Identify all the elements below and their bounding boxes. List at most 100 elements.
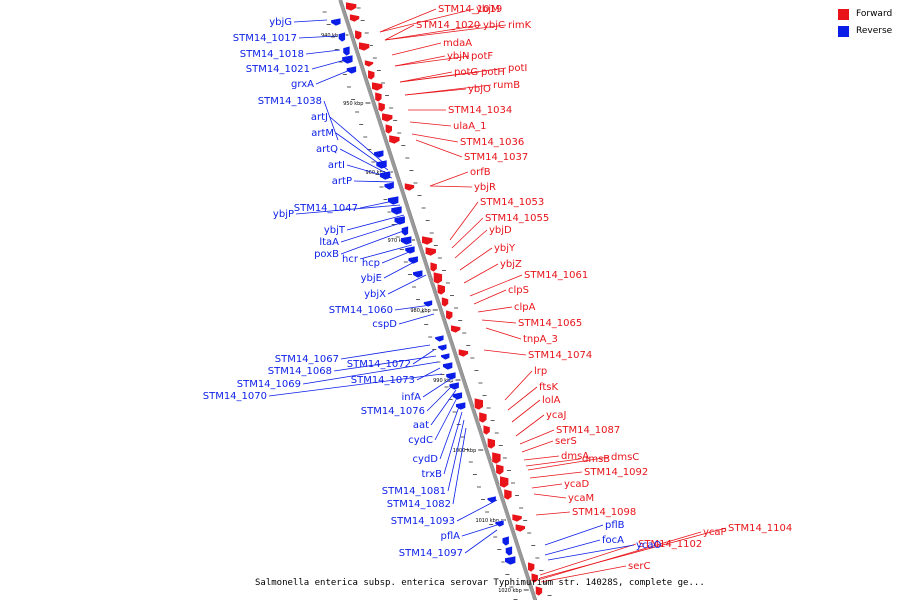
reverse-leader-line	[434, 395, 459, 441]
reverse-gene-label: STM14_1018	[240, 49, 304, 60]
forward-gene-arrow	[424, 246, 437, 257]
forward-gene-arrow	[358, 41, 370, 52]
reverse-gene-label: ybjG	[269, 17, 292, 28]
forward-leader-line	[485, 327, 522, 340]
forward-leader-line	[540, 565, 627, 583]
reverse-gene-label: STM14_1038	[258, 96, 322, 107]
reverse-leader-line	[443, 411, 463, 475]
reverse-gene-label: STM14_1070	[203, 391, 267, 402]
forward-gene-arrow	[364, 59, 374, 68]
forward-leader-line	[521, 440, 554, 453]
legend-forward-label: Forward	[856, 9, 893, 19]
forward-leader-line	[481, 319, 517, 324]
reverse-leader-line	[412, 349, 435, 365]
kbp-tick-label: 1000 kbp	[453, 448, 477, 454]
forward-gene-label: ycaM	[568, 493, 594, 504]
forward-gene-arrow	[433, 271, 443, 285]
kbp-tick-label: 1010 kbp	[475, 518, 499, 524]
forward-leader-line	[504, 370, 533, 401]
forward-gene-arrow	[349, 13, 360, 23]
reverse-leader-line	[456, 499, 498, 522]
kbp-tick-label: 950 kbp	[343, 101, 363, 107]
forward-gene-arrow	[503, 488, 513, 501]
forward-gene-arrow	[421, 235, 434, 246]
reverse-gene-arrow	[387, 195, 400, 206]
forward-leader-line	[409, 121, 452, 127]
reverse-gene-label: infA	[402, 392, 422, 403]
forward-gene-label: ulaA_1	[453, 121, 486, 132]
reverse-leader-line	[547, 544, 635, 561]
reverse-gene-arrow	[400, 235, 413, 246]
reverse-leader-line	[394, 304, 432, 311]
forward-gene-label: STM14_1065	[518, 318, 582, 329]
forward-gene-label: STM14_1020	[416, 20, 480, 31]
forward-gene-arrow	[458, 348, 469, 358]
reverse-leader-line	[353, 180, 395, 183]
reverse-leader-line	[329, 116, 387, 166]
forward-leader-line	[429, 171, 469, 187]
forward-gene-label: ybjY	[494, 243, 516, 254]
forward-gene-arrow	[450, 324, 461, 334]
reverse-gene-label: ybjE	[361, 273, 382, 284]
forward-gene-arrow	[445, 309, 454, 321]
reverse-gene-arrow	[442, 361, 453, 371]
forward-leader-line	[411, 133, 459, 143]
reverse-leader-line	[333, 355, 437, 372]
forward-leader-line	[477, 306, 513, 313]
reverse-gene-label: artQ	[316, 144, 338, 155]
forward-gene-arrow	[377, 101, 386, 113]
forward-gene-label: STM14_1074	[528, 350, 592, 361]
forward-leader-line	[535, 511, 571, 516]
reverse-gene-label: STM14_1068	[268, 366, 332, 377]
reverse-gene-label: cydC	[408, 435, 433, 446]
reverse-gene-label: pflA	[441, 531, 461, 542]
reverse-gene-label: pflB	[605, 520, 625, 531]
forward-leader-line	[391, 42, 442, 56]
reverse-gene-label: poxB	[314, 249, 339, 260]
forward-gene-label: STM14_1037	[464, 152, 528, 163]
forward-gene-arrow	[535, 585, 543, 597]
forward-gene-arrow	[436, 283, 446, 296]
forward-gene-arrow	[384, 123, 393, 135]
forward-gene-label: ybjC	[483, 20, 505, 31]
reverse-gene-arrow	[338, 31, 346, 43]
forward-leader-line	[454, 229, 488, 259]
forward-gene-label: ybjN	[447, 51, 470, 62]
reverse-gene-label: trxB	[421, 469, 442, 480]
reverse-swatch	[838, 25, 849, 37]
reverse-leader-line	[311, 59, 346, 70]
reverse-leader-line	[422, 377, 453, 398]
forward-leader-line	[379, 8, 437, 33]
forward-leader-line	[394, 55, 446, 67]
forward-gene-arrow	[530, 572, 539, 584]
reverse-gene-arrow	[383, 181, 395, 191]
forward-leader-line	[449, 201, 479, 241]
forward-leader-line	[519, 429, 555, 445]
reverse-leader-line	[359, 199, 399, 209]
forward-leader-line	[483, 349, 527, 356]
reverse-gene-label: artI	[328, 160, 345, 171]
forward-gene-arrow	[495, 463, 505, 476]
reverse-gene-label: STM14_1069	[237, 379, 301, 390]
forward-gene-arrow	[514, 523, 526, 533]
reverse-gene-label: STM14_1076	[361, 406, 425, 417]
forward-gene-label: clpS	[508, 285, 529, 296]
reverse-leader-line	[426, 383, 455, 412]
forward-gene-label: ybjO	[468, 84, 491, 95]
reverse-gene-label: ybjP	[273, 209, 294, 220]
reverse-gene-arrow	[504, 555, 517, 566]
reverse-gene-arrow	[390, 205, 403, 216]
forward-leader-line	[539, 543, 637, 576]
kbp-tick-label: 970 kbp	[388, 238, 408, 244]
reverse-gene-arrow	[341, 54, 354, 65]
reverse-leader-line	[461, 524, 498, 537]
reverse-gene-label: STM14_1082	[387, 499, 451, 510]
reverse-gene-arrow	[330, 17, 342, 27]
forward-gene-label: mdaA	[443, 38, 472, 49]
forward-leader-line	[384, 24, 482, 41]
forward-leader-line	[533, 493, 567, 499]
reverse-gene-label: aat	[413, 420, 429, 431]
forward-gene-label: potF	[471, 51, 493, 62]
genome-axis	[338, 0, 537, 601]
forward-gene-label: potI	[508, 63, 527, 74]
